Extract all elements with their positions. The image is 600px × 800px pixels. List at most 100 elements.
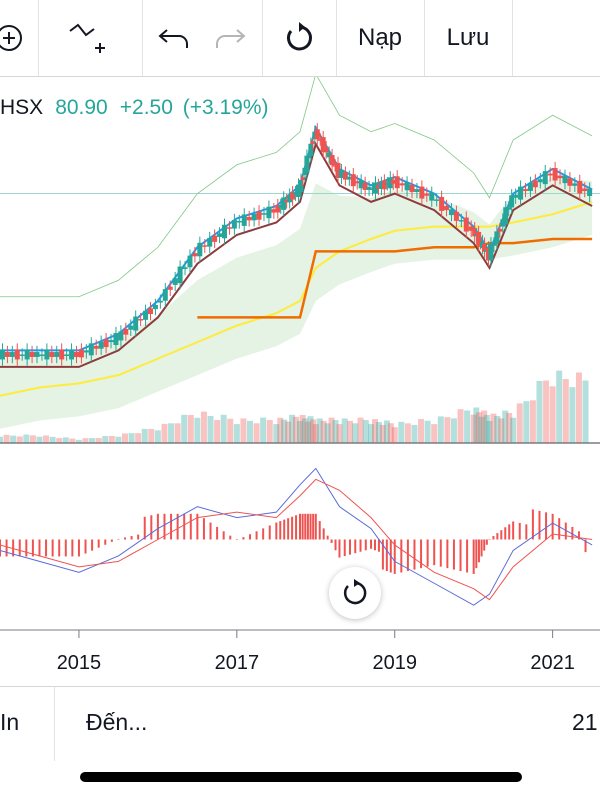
interval-button[interactable]: In: [0, 709, 20, 735]
candle-body: [509, 195, 515, 208]
candle-body: [187, 255, 193, 268]
volume-bar: [200, 411, 207, 443]
volume-bar: [506, 413, 513, 443]
candle-body: [362, 182, 368, 190]
home-indicator: [80, 772, 522, 782]
candle-body: [217, 233, 223, 237]
candle-body: [378, 182, 384, 189]
add-circle-icon[interactable]: [0, 0, 39, 76]
candle-body: [34, 352, 40, 357]
candle-body: [429, 192, 435, 201]
symbol-legend: HSX 80.90 +2.50 (+3.19%): [0, 96, 269, 120]
macd-line: [0, 467, 593, 606]
candle-body: [236, 220, 242, 223]
go-to-date-button[interactable]: Đến...: [86, 709, 148, 735]
price-change: +2.50: [119, 96, 173, 119]
volume-bar: [168, 423, 175, 443]
candle-body: [29, 352, 35, 357]
candle-body: [147, 308, 153, 315]
candle-body: [44, 349, 50, 360]
redo-icon[interactable]: [213, 24, 247, 52]
volume-bar: [260, 417, 267, 443]
volume-bar: [387, 423, 394, 443]
moving-average-orange-line: [197, 237, 593, 319]
volume-bar: [357, 417, 364, 443]
volume-bar: [418, 419, 425, 443]
volume-bar: [510, 417, 517, 443]
indicator-icon[interactable]: [38, 0, 143, 76]
candle-body: [73, 352, 79, 357]
candle-body: [54, 352, 60, 357]
candle-body: [133, 316, 139, 331]
candle-body: [300, 177, 306, 181]
candle-body: [384, 183, 390, 185]
volume-bar: [336, 424, 343, 443]
candle-body: [394, 176, 400, 189]
candle-body: [346, 176, 352, 180]
volume-bar: [320, 420, 327, 443]
candle-body: [338, 170, 344, 178]
volume-bar: [470, 414, 477, 443]
undo-icon[interactable]: [157, 24, 191, 52]
volume-bar: [498, 418, 505, 443]
volume-bar: [312, 424, 319, 443]
candle-body: [108, 340, 114, 343]
x-tick-label: 2021: [530, 652, 575, 674]
candle-body: [78, 349, 84, 358]
candle-body: [577, 180, 583, 194]
candle-body: [329, 155, 335, 166]
volume-bar: [128, 433, 135, 443]
candle-body: [399, 183, 405, 186]
candle-body: [414, 189, 420, 192]
candle-body: [444, 206, 450, 211]
candle-body: [113, 333, 119, 346]
candle-body: [463, 217, 469, 232]
volume-bar: [536, 380, 543, 443]
volume-bar: [82, 438, 89, 443]
chart-canvas[interactable]: 2015 2017 2019 2021: [0, 77, 600, 685]
candle-body: [404, 182, 410, 191]
volume-bar: [181, 414, 188, 443]
volume-bar: [549, 386, 556, 443]
volume-bar: [135, 433, 142, 443]
candle-body: [123, 328, 129, 335]
candle-body: [308, 143, 314, 156]
volume-bar: [404, 423, 411, 443]
candle-body: [547, 173, 553, 176]
candle-body: [453, 211, 459, 221]
volume-bar: [398, 421, 405, 443]
load-button[interactable]: Nạp: [336, 0, 425, 76]
candle-body: [59, 349, 65, 360]
candle-body: [0, 349, 5, 360]
save-button[interactable]: Lưu: [424, 0, 513, 76]
refresh-icon[interactable]: [262, 0, 337, 76]
range-label: 21: [572, 709, 598, 735]
reset-chart-button[interactable]: [329, 567, 381, 619]
candle-body: [323, 147, 329, 153]
candle-body: [506, 207, 512, 210]
candle-body: [332, 165, 338, 167]
volume-bar: [411, 424, 418, 443]
candle-body: [424, 193, 430, 196]
volume-bar: [516, 403, 523, 443]
candle-body: [497, 228, 503, 232]
candle-body: [143, 310, 149, 320]
symbol-name: HSX: [0, 96, 44, 119]
volume-bar: [95, 438, 102, 443]
chart-area[interactable]: 2015 2017 2019 2021: [0, 77, 600, 685]
volume-bar: [174, 423, 181, 443]
volume-bar: [253, 423, 260, 443]
volume-bar: [62, 437, 69, 443]
candle-body: [472, 228, 478, 237]
volume-bar: [316, 418, 323, 443]
volume-bar: [10, 435, 17, 443]
toolbar: Nạp Lưu: [0, 0, 600, 77]
candle-body: [557, 175, 563, 179]
volume-bar: [332, 420, 339, 443]
candle-body: [64, 354, 70, 356]
candle-body: [482, 243, 488, 252]
candle-body: [310, 141, 316, 144]
candle-body: [537, 179, 543, 183]
volume-bar: [297, 420, 303, 443]
candle-body: [93, 345, 99, 349]
